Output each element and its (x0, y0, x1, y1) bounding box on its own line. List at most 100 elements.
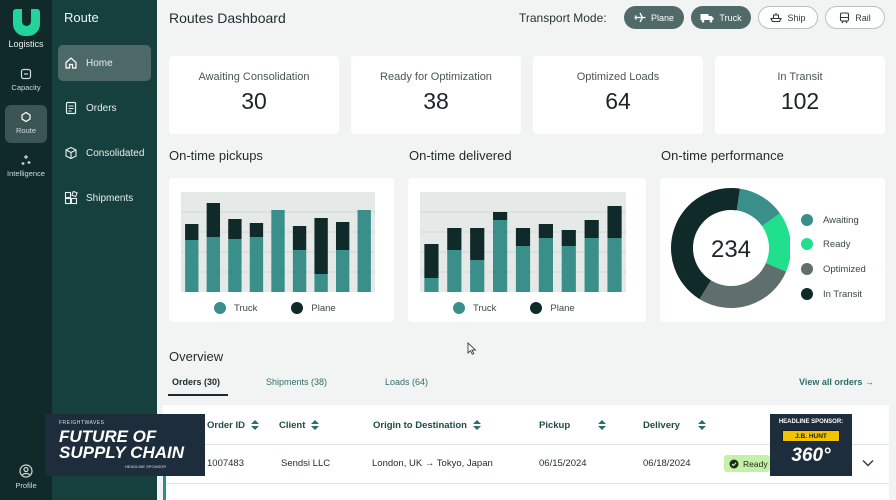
future-of-supply-chain-banner: FREIGHTWAVES FUTURE OF SUPPLY CHAIN HEAD… (45, 414, 205, 476)
logo-icon[interactable] (13, 9, 40, 36)
sort-icon[interactable] (697, 420, 706, 431)
legend-optimized: Optimized (801, 263, 866, 275)
performance-chart-card: 234 Awaiting Ready Optimized In Transit (660, 178, 885, 322)
sparkle-icon (21, 155, 31, 165)
tab-loads[interactable]: Loads (64) (385, 377, 429, 387)
mode-truck-button[interactable]: Truck (691, 6, 751, 29)
tab-shipments[interactable]: Shipments (38) (266, 377, 328, 387)
mouse-cursor-icon (467, 342, 477, 355)
stat-card-ready[interactable]: Ready for Optimization 38 (351, 56, 521, 134)
stat-value: 102 (780, 88, 820, 114)
nav-item-orders[interactable]: Orders (58, 90, 151, 126)
nav-item-home[interactable]: Home (58, 45, 151, 81)
cell-pickup: 06/15/2024 (539, 458, 587, 469)
rail-item-capacity[interactable]: Capacity (5, 62, 47, 100)
bar-truck-7 (561, 246, 576, 292)
banner-line-2: SUPPLY CHAIN (59, 443, 185, 462)
bar-plane-9 (607, 206, 622, 238)
view-all-orders-link[interactable]: View all orders → (799, 377, 874, 387)
mode-plane-label: Plane (650, 12, 675, 23)
bar-plane-1 (185, 224, 199, 240)
bar-plane-2 (447, 228, 462, 250)
status-badge: Ready (724, 455, 770, 472)
bar-truck-9 (607, 238, 622, 292)
stat-value: 38 (423, 88, 449, 114)
delivered-chart-card: Truck Plane (408, 178, 646, 322)
column-order-id[interactable]: Order ID (207, 420, 260, 431)
donut-slice-ready (762, 213, 790, 272)
cell-client: Sendsi LLC (281, 458, 331, 469)
mode-plane-button[interactable]: Plane (624, 6, 684, 29)
bar-truck-4 (493, 220, 508, 292)
route-icon (21, 111, 31, 123)
sort-icon[interactable] (472, 420, 481, 431)
column-client[interactable]: Client (279, 420, 320, 431)
bar-plane-4 (493, 212, 508, 220)
stat-label: In Transit (777, 71, 823, 83)
plane-swatch (530, 302, 543, 314)
sort-icon[interactable] (598, 420, 607, 431)
rail-item-intelligence[interactable]: Intelligence (5, 148, 47, 186)
check-circle-icon (729, 459, 739, 468)
column-delivery[interactable]: Delivery (643, 420, 706, 431)
stat-card-in-transit[interactable]: In Transit 102 (715, 56, 885, 134)
mode-ship-button[interactable]: Ship (758, 6, 818, 29)
awaiting-swatch (801, 214, 813, 226)
legend-optimized-label: Optimized (823, 263, 866, 275)
stat-label: Ready for Optimization (380, 71, 492, 83)
rail-item-profile[interactable]: Profile (5, 458, 47, 496)
bar-plane-2 (206, 203, 221, 237)
document-icon (65, 101, 77, 115)
orders-table (163, 405, 889, 500)
cell-delivery: 06/18/2024 (643, 458, 691, 469)
bar-truck-3 (228, 239, 242, 292)
column-pickup[interactable]: Pickup (539, 420, 607, 431)
active-tab-indicator (168, 394, 228, 396)
logo-text: Logistics (8, 39, 44, 49)
column-label: Origin to Destination (373, 420, 467, 431)
stat-card-awaiting[interactable]: Awaiting Consolidation 30 (169, 56, 339, 134)
nav-item-shipments[interactable]: Shipments (58, 180, 151, 216)
stat-label: Optimized Loads (576, 71, 660, 83)
rail-item-label: Route (15, 126, 36, 135)
rail-item-label: Intelligence (7, 169, 45, 178)
banner-line-1: FUTURE OF (59, 427, 157, 446)
legend-plane-label: Plane (311, 302, 336, 314)
train-icon (840, 11, 850, 23)
bar-truck-2 (447, 250, 462, 292)
transport-mode-label: Transport Mode: (519, 11, 607, 25)
bar-truck-4 (249, 237, 264, 292)
nav-item-label: Shipments (86, 192, 134, 204)
sponsor-label: HEADLINE SPONSOR: (778, 419, 844, 425)
donut-slice-in-transit (671, 187, 740, 300)
jb-hunt-logo: J.B. HUNT (782, 430, 840, 442)
delivered-chart (420, 206, 626, 292)
bar-truck-6 (292, 250, 307, 292)
mode-ship-label: Ship (787, 12, 806, 23)
nav-item-label: Consolidated (86, 147, 145, 159)
bar-truck-8 (335, 250, 350, 292)
chevron-down-icon[interactable] (862, 459, 874, 467)
plane-swatch (291, 302, 304, 314)
nav-item-consolidated[interactable]: Consolidated (58, 135, 151, 171)
sort-icon[interactable] (311, 420, 320, 431)
bar-plane-3 (470, 228, 485, 260)
legend-ready: Ready (801, 238, 850, 250)
bar-truck-3 (470, 260, 485, 292)
profile-icon (19, 464, 33, 478)
table-row-divider (163, 483, 889, 484)
column-label: Pickup (539, 420, 571, 431)
pickups-chart (181, 203, 375, 292)
cell-order-id[interactable]: 1007483 (207, 458, 244, 469)
tab-orders[interactable]: Orders (30) (172, 377, 221, 387)
column-route[interactable]: Origin to Destination (373, 420, 481, 431)
legend-plane-label: Plane (550, 302, 575, 314)
rail-item-route[interactable]: Route (5, 105, 47, 143)
page-title: Routes Dashboard (169, 10, 286, 26)
app-rail: Logistics Capacity Route Intelligence Pr… (0, 0, 52, 500)
stat-card-optimized[interactable]: Optimized Loads 64 (533, 56, 703, 134)
sort-icon[interactable] (251, 420, 260, 431)
bar-plane-7 (314, 218, 328, 274)
legend-awaiting: Awaiting (801, 214, 859, 226)
mode-rail-button[interactable]: Rail (825, 6, 885, 29)
